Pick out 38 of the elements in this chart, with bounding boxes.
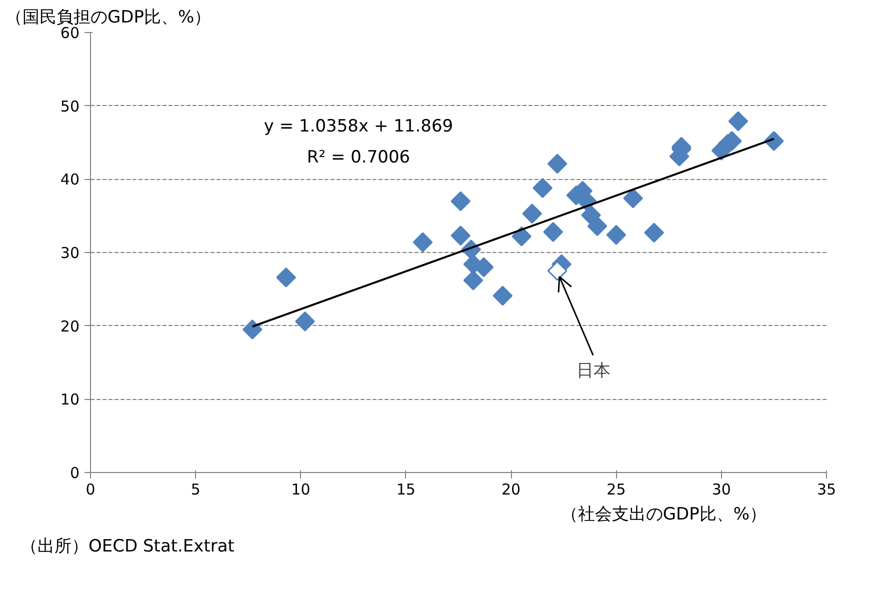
y-tick-label: 30 xyxy=(60,244,80,262)
point xyxy=(276,267,296,288)
x-axis-title: （社会支出のGDP比、%） xyxy=(560,504,767,524)
point xyxy=(547,260,568,281)
annotation: 日本 xyxy=(576,360,610,381)
x-tick-label: 15 xyxy=(396,480,416,498)
point xyxy=(412,232,433,252)
point xyxy=(450,191,471,212)
x-tick-label: 35 xyxy=(816,480,836,498)
point xyxy=(644,222,664,243)
x-tick-label: 20 xyxy=(502,480,521,498)
point xyxy=(492,286,513,306)
text: （出所）OECD Stat.Extrat xyxy=(20,536,235,556)
x-tick-label: 25 xyxy=(606,480,626,498)
annotation: y = 1.0358x + 11.869 xyxy=(264,116,454,136)
point xyxy=(450,226,471,246)
point xyxy=(547,154,568,174)
y-tick-label: 10 xyxy=(60,390,80,409)
point xyxy=(606,224,626,245)
point xyxy=(623,188,643,208)
y-tick-label: 20 xyxy=(60,317,80,336)
annotation: R² = 0.7006 xyxy=(306,148,410,168)
x-tick-label: 30 xyxy=(712,480,731,498)
point xyxy=(532,178,553,198)
point xyxy=(512,226,532,246)
point xyxy=(587,216,608,236)
point xyxy=(242,320,262,340)
point xyxy=(728,111,748,132)
y-tick-label: 0 xyxy=(70,464,80,482)
x-tick-label: 5 xyxy=(190,480,200,498)
point xyxy=(295,311,315,332)
point xyxy=(463,270,484,290)
x-tick-label: 0 xyxy=(86,480,96,498)
y-tick-label: 40 xyxy=(60,170,80,189)
y-tick-label: 50 xyxy=(60,97,80,116)
point xyxy=(522,204,542,224)
point xyxy=(543,222,564,242)
x-tick-label: 10 xyxy=(291,480,310,498)
